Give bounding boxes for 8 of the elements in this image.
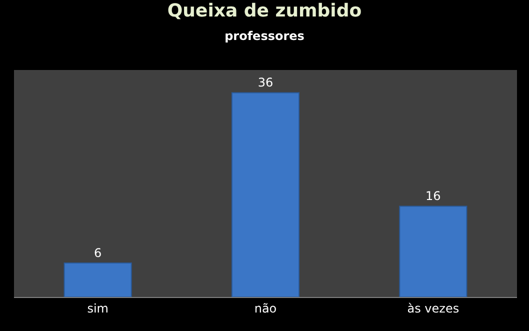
data-label: 36 <box>258 76 274 90</box>
chart-title: Queixa de zumbido <box>167 0 362 22</box>
chart-subtitle: professores <box>224 28 304 43</box>
x-tick-label: não <box>254 301 277 316</box>
x-tick-label: sim <box>87 301 108 316</box>
data-label: 6 <box>94 246 102 260</box>
x-tick-label: às vezes <box>407 301 460 316</box>
data-label: 16 <box>426 189 441 204</box>
